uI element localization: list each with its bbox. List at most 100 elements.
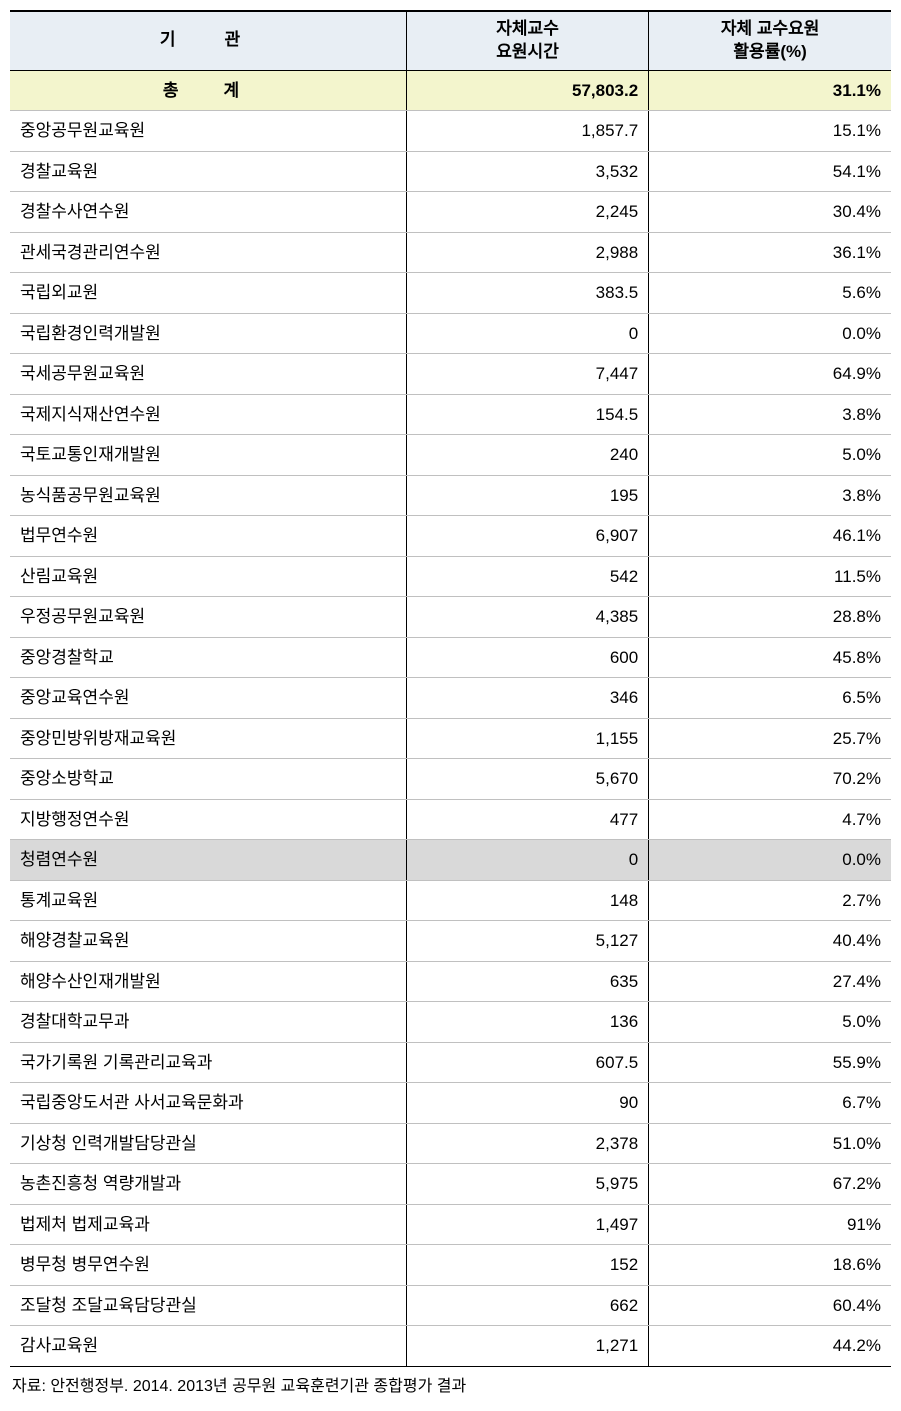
cell-rate: 5.6% [649,273,891,314]
cell-rate: 5.0% [649,435,891,476]
cell-institution: 경찰대학교무과 [10,1002,406,1043]
table-row: 국가기록원 기록관리교육과607.555.9% [10,1042,891,1083]
cell-hours: 0 [406,840,648,881]
cell-rate: 64.9% [649,354,891,395]
cell-rate: 18.6% [649,1245,891,1286]
cell-institution: 관세국경관리연수원 [10,232,406,273]
cell-rate: 45.8% [649,637,891,678]
cell-institution: 지방행정연수원 [10,799,406,840]
cell-institution: 국립중앙도서관 사서교육문화과 [10,1083,406,1124]
table-row: 국립환경인력개발원00.0% [10,313,891,354]
cell-rate: 25.7% [649,718,891,759]
cell-institution: 중앙민방위방재교육원 [10,718,406,759]
cell-institution: 법제처 법제교육과 [10,1204,406,1245]
cell-institution: 국제지식재산연수원 [10,394,406,435]
table-row: 해양경찰교육원5,12740.4% [10,921,891,962]
cell-hours: 2,378 [406,1123,648,1164]
table-body: 중앙공무원교육원1,857.715.1%경찰교육원3,53254.1%경찰수사연… [10,111,891,1367]
table-row: 우정공무원교육원4,38528.8% [10,597,891,638]
cell-institution: 기상청 인력개발담당관실 [10,1123,406,1164]
cell-hours: 1,857.7 [406,111,648,152]
cell-hours: 607.5 [406,1042,648,1083]
cell-hours: 1,497 [406,1204,648,1245]
cell-rate: 2.7% [649,880,891,921]
table-row: 통계교육원1482.7% [10,880,891,921]
cell-rate: 54.1% [649,151,891,192]
table-row: 국토교통인재개발원2405.0% [10,435,891,476]
cell-institution: 경찰교육원 [10,151,406,192]
cell-hours: 154.5 [406,394,648,435]
table-row: 해양수산인재개발원63527.4% [10,961,891,1002]
source-note: 자료: 안전행정부. 2014. 2013년 공무원 교육훈련기관 종합평가 결… [10,1367,891,1401]
cell-hours: 542 [406,556,648,597]
cell-rate: 36.1% [649,232,891,273]
table-row: 농식품공무원교육원1953.8% [10,475,891,516]
table-header-row: 기 관 자체교수요원시간 자체 교수요원활용률(%) [10,11,891,70]
cell-institution: 국토교통인재개발원 [10,435,406,476]
table-row: 청렴연수원00.0% [10,840,891,881]
cell-rate: 5.0% [649,1002,891,1043]
cell-institution: 경찰수사연수원 [10,192,406,233]
cell-rate: 6.7% [649,1083,891,1124]
cell-rate: 40.4% [649,921,891,962]
cell-hours: 662 [406,1285,648,1326]
table-row: 중앙교육연수원3466.5% [10,678,891,719]
cell-rate: 67.2% [649,1164,891,1205]
cell-rate: 3.8% [649,394,891,435]
cell-hours: 136 [406,1002,648,1043]
cell-hours: 3,532 [406,151,648,192]
cell-rate: 44.2% [649,1326,891,1367]
cell-hours: 346 [406,678,648,719]
cell-hours: 635 [406,961,648,1002]
cell-hours: 2,988 [406,232,648,273]
table-total-row: 총 계 57,803.2 31.1% [10,70,891,111]
cell-hours: 383.5 [406,273,648,314]
cell-institution: 감사교육원 [10,1326,406,1367]
header-rate: 자체 교수요원활용률(%) [649,11,891,70]
cell-rate: 15.1% [649,111,891,152]
cell-institution: 병무청 병무연수원 [10,1245,406,1286]
cell-hours: 5,975 [406,1164,648,1205]
cell-institution: 해양경찰교육원 [10,921,406,962]
cell-institution: 농촌진흥청 역량개발과 [10,1164,406,1205]
header-institution: 기 관 [10,11,406,70]
cell-institution: 통계교육원 [10,880,406,921]
cell-hours: 6,907 [406,516,648,557]
cell-hours: 5,670 [406,759,648,800]
total-rate: 31.1% [649,70,891,111]
table-row: 기상청 인력개발담당관실2,37851.0% [10,1123,891,1164]
cell-hours: 2,245 [406,192,648,233]
total-hours: 57,803.2 [406,70,648,111]
table-row: 지방행정연수원4774.7% [10,799,891,840]
cell-rate: 0.0% [649,313,891,354]
cell-hours: 600 [406,637,648,678]
cell-institution: 산림교육원 [10,556,406,597]
table-row: 경찰대학교무과1365.0% [10,1002,891,1043]
cell-hours: 0 [406,313,648,354]
header-hours: 자체교수요원시간 [406,11,648,70]
table-row: 경찰수사연수원2,24530.4% [10,192,891,233]
table-row: 관세국경관리연수원2,98836.1% [10,232,891,273]
cell-institution: 국립환경인력개발원 [10,313,406,354]
cell-institution: 우정공무원교육원 [10,597,406,638]
cell-rate: 27.4% [649,961,891,1002]
data-table: 기 관 자체교수요원시간 자체 교수요원활용률(%) 총 계 57,803.2 … [10,10,891,1367]
cell-hours: 148 [406,880,648,921]
table-row: 중앙민방위방재교육원1,15525.7% [10,718,891,759]
cell-rate: 91% [649,1204,891,1245]
cell-institution: 국립외교원 [10,273,406,314]
cell-institution: 중앙경찰학교 [10,637,406,678]
table-row: 경찰교육원3,53254.1% [10,151,891,192]
cell-hours: 7,447 [406,354,648,395]
table-row: 국립중앙도서관 사서교육문화과906.7% [10,1083,891,1124]
cell-institution: 해양수산인재개발원 [10,961,406,1002]
cell-hours: 240 [406,435,648,476]
cell-rate: 6.5% [649,678,891,719]
cell-institution: 농식품공무원교육원 [10,475,406,516]
cell-rate: 11.5% [649,556,891,597]
table-row: 중앙소방학교5,67070.2% [10,759,891,800]
cell-institution: 중앙소방학교 [10,759,406,800]
cell-rate: 28.8% [649,597,891,638]
cell-rate: 46.1% [649,516,891,557]
cell-hours: 152 [406,1245,648,1286]
